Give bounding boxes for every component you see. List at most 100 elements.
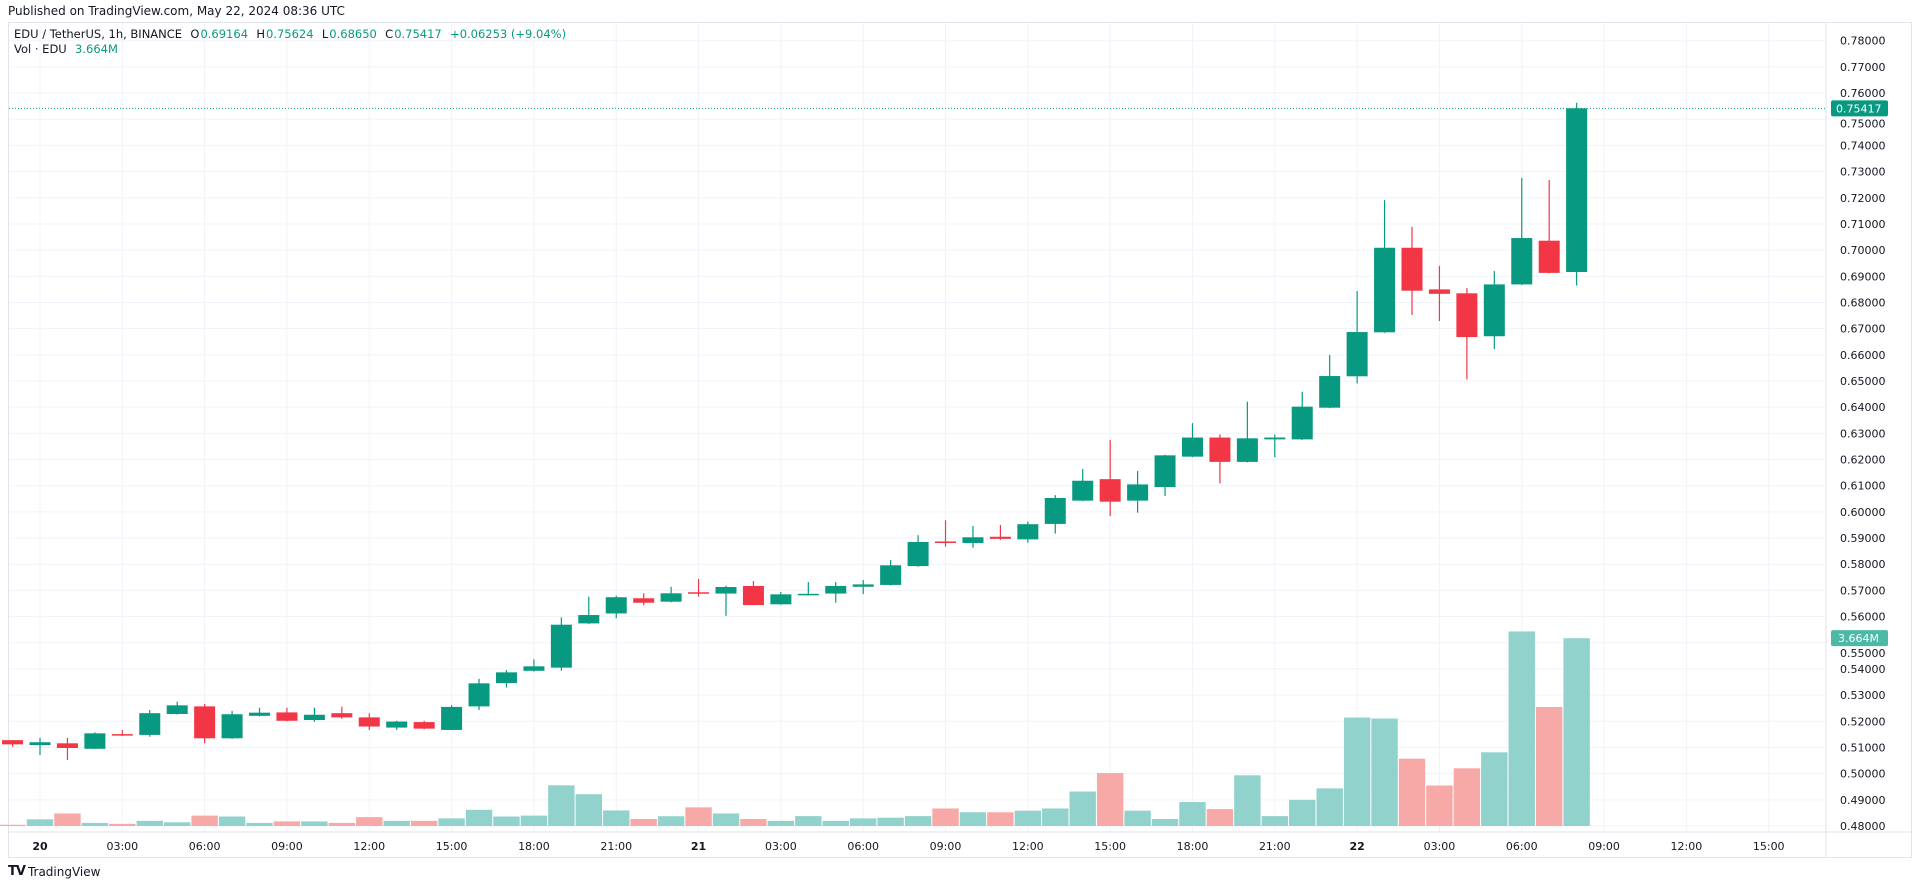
candle-body [1017,524,1039,540]
tradingview-logo-mark: 𝗧𝗩 [8,864,26,879]
time-axis-label: 09:00 [1588,840,1620,853]
volume-bar [795,816,822,826]
volume-bar [328,822,356,826]
volume-bar [877,817,904,826]
price-axis-label: 0.73000 [1840,166,1886,179]
candle-body [276,712,298,721]
volume-bar [1343,717,1371,826]
legend-volume-label[interactable]: Vol · EDU [14,42,67,56]
price-axis-label: 0.55000 [1840,647,1886,660]
time-axis-label: 15:00 [1753,840,1785,853]
price-axis-label: 0.72000 [1840,192,1886,205]
legend-symbol[interactable]: EDU / TetherUS, 1h, BINANCE [14,27,183,41]
volume-bar [822,820,849,826]
candle-body [1456,293,1478,338]
volume-bar [767,820,795,826]
candle-body [1401,247,1423,291]
volume-bar [740,818,767,826]
time-axis-label: 09:00 [271,840,303,853]
candle-body [715,587,737,594]
time-axis-label: 18:00 [518,840,550,853]
tradingview-logo-text: TradingView [27,864,101,879]
volume-bar [1453,768,1481,826]
candle-body [303,714,325,720]
legend-volume-row: Vol · EDU 3.664M [14,42,567,57]
volume-bar [26,819,54,826]
candle-body [770,594,792,605]
candle-body [111,734,133,736]
volume-bar [850,818,877,826]
time-axis-label: 21 [691,840,706,853]
candle-body [523,666,545,671]
candle-body [1154,455,1176,488]
candle-body [29,742,51,746]
candle-body [495,672,517,684]
volume-bar [630,818,657,826]
time-axis-label: 22 [1349,840,1364,853]
legend-high-label: H [256,27,265,41]
published-caption: Published on TradingView.com, May 22, 20… [8,4,345,18]
candle-body [249,712,271,716]
candle-body [56,743,78,749]
price-axis-label: 0.64000 [1840,401,1886,414]
candle-body [1127,484,1149,501]
price-axis-label: 0.76000 [1840,87,1886,100]
volume-bar [493,816,520,826]
candle-body [1291,406,1313,440]
candle-body [1264,437,1286,440]
candle-body [1236,438,1258,462]
volume-bar [218,816,246,826]
time-axis-label: 03:00 [1424,840,1456,853]
volume-bar [1371,718,1398,826]
time-axis-label: 12:00 [353,840,385,853]
time-axis-label: 03:00 [106,840,138,853]
candle-body [660,593,682,602]
time-axis-label: 03:00 [765,840,797,853]
volume-bar [1508,631,1535,826]
candle-body [1566,108,1588,272]
candle-body [1072,480,1094,501]
price-axis-label: 0.78000 [1840,35,1886,48]
candle-body [1511,238,1533,285]
volume-bar [1151,818,1179,826]
price-axis-label: 0.59000 [1840,532,1886,545]
price-axis-label: 0.50000 [1840,768,1886,781]
legend-change: +0.06253 (+9.04%) [450,27,567,41]
candle-body [852,584,874,587]
volume-bar [1014,810,1042,826]
legend-low-label: L [321,27,329,41]
candle-body [742,585,764,606]
volume-bar [932,808,959,826]
volume-bar [1042,808,1069,826]
price-axis-label: 0.71000 [1840,218,1886,231]
volume-bar [548,785,575,826]
candle-body [139,713,161,735]
price-axis-label: 0.58000 [1840,558,1886,571]
candle-body [1428,289,1450,294]
volume-bar [959,812,987,826]
price-axis-label: 0.53000 [1840,689,1886,702]
price-axis-label: 0.56000 [1840,611,1886,624]
time-axis-label: 12:00 [1671,840,1703,853]
last-volume-label: 3.664M [1838,632,1879,645]
time-axis-label: 18:00 [1177,840,1209,853]
candle-body [962,537,984,544]
price-axis-label: 0.66000 [1840,349,1886,362]
volume-bar [1289,799,1316,826]
candle-body [221,714,243,739]
volume-bar [1426,785,1453,826]
chart-frame [8,22,1912,858]
price-axis-label: 0.70000 [1840,244,1886,257]
price-axis-label: 0.61000 [1840,480,1886,493]
price-axis-label: 0.52000 [1840,715,1886,728]
volume-bar [1124,810,1151,826]
volume-bar [246,822,273,826]
price-axis-label: 0.62000 [1840,454,1886,467]
volume-bar [273,821,301,826]
volume-bar [54,813,81,826]
time-axis-label: 15:00 [436,840,468,853]
last-price-badge [1831,100,1888,117]
candle-body [578,615,600,624]
candle-body [166,705,188,714]
